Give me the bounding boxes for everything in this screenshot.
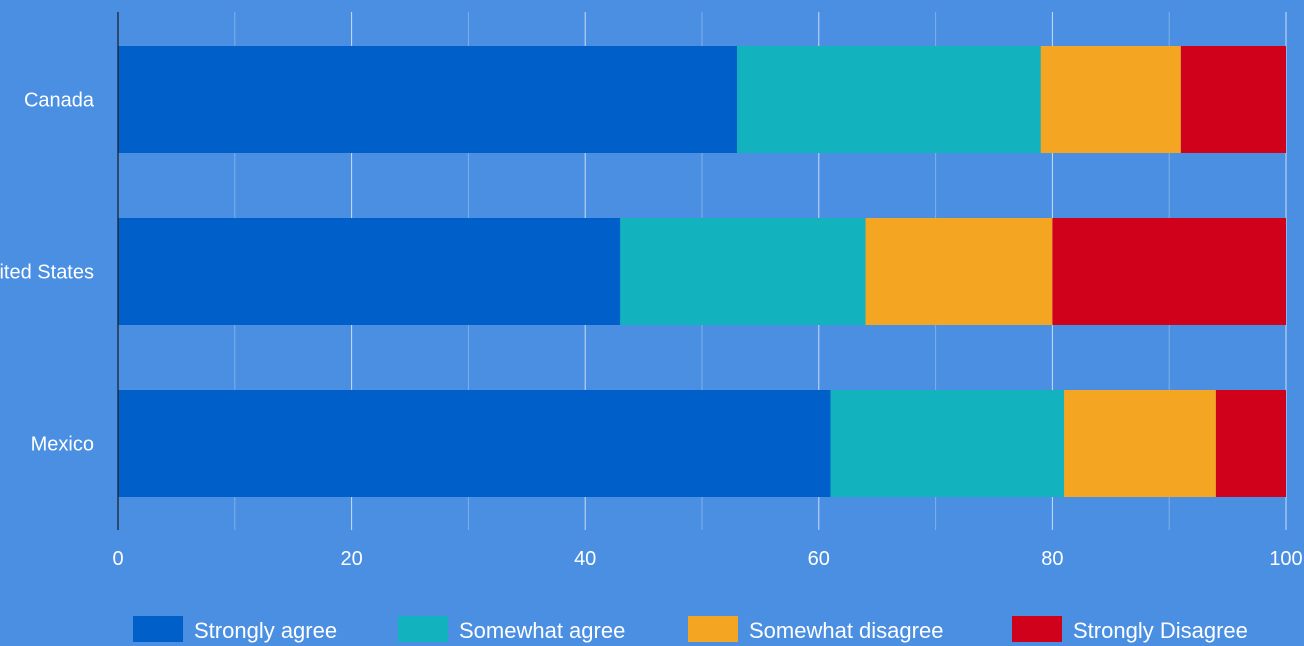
bar-segment-strongly-agree: [118, 390, 831, 497]
x-tick-label: 40: [574, 548, 596, 570]
bar-segment-somewhat-agree: [830, 390, 1065, 497]
legend-label: Somewhat agree: [459, 618, 625, 643]
x-tick-label: 100: [1269, 548, 1302, 570]
legend-label: Strongly agree: [194, 618, 337, 643]
bar-segment-strongly-agree: [118, 46, 738, 153]
axes: Canada United States Mexico 0 20 40 60 80 100: [0, 12, 1303, 570]
legend-swatch: [688, 616, 738, 642]
legend-swatch: [398, 616, 448, 642]
category-label: Mexico: [31, 434, 94, 456]
category-label: United States: [0, 262, 94, 284]
legend-label: Somewhat disagree: [749, 618, 943, 643]
x-tick-label: 60: [808, 548, 830, 570]
bar-segment-strongly-disagree: [1052, 218, 1286, 325]
x-tick-label: 80: [1041, 548, 1063, 570]
bar-segment-somewhat-disagree: [865, 218, 1053, 325]
bar-segment-strongly-disagree: [1215, 390, 1286, 497]
bar-segment-strongly-disagree: [1180, 46, 1286, 153]
x-tick-label: 0: [112, 548, 123, 570]
bar-segment-somewhat-agree: [737, 46, 1041, 153]
category-label: Canada: [24, 90, 95, 112]
legend-swatch: [1012, 616, 1062, 642]
legend-label: Strongly Disagree: [1073, 618, 1248, 643]
bar-segment-somewhat-agree: [620, 218, 866, 325]
bar-segment-somewhat-disagree: [1040, 46, 1181, 153]
bar-segment-somewhat-disagree: [1064, 390, 1216, 497]
x-tick-label: 20: [340, 548, 362, 570]
bar-segment-strongly-agree: [118, 218, 621, 325]
bars: [118, 46, 1286, 497]
legend: Strongly agree Somewhat agree Somewhat dis…: [133, 616, 1248, 643]
legend-swatch: [133, 616, 183, 642]
